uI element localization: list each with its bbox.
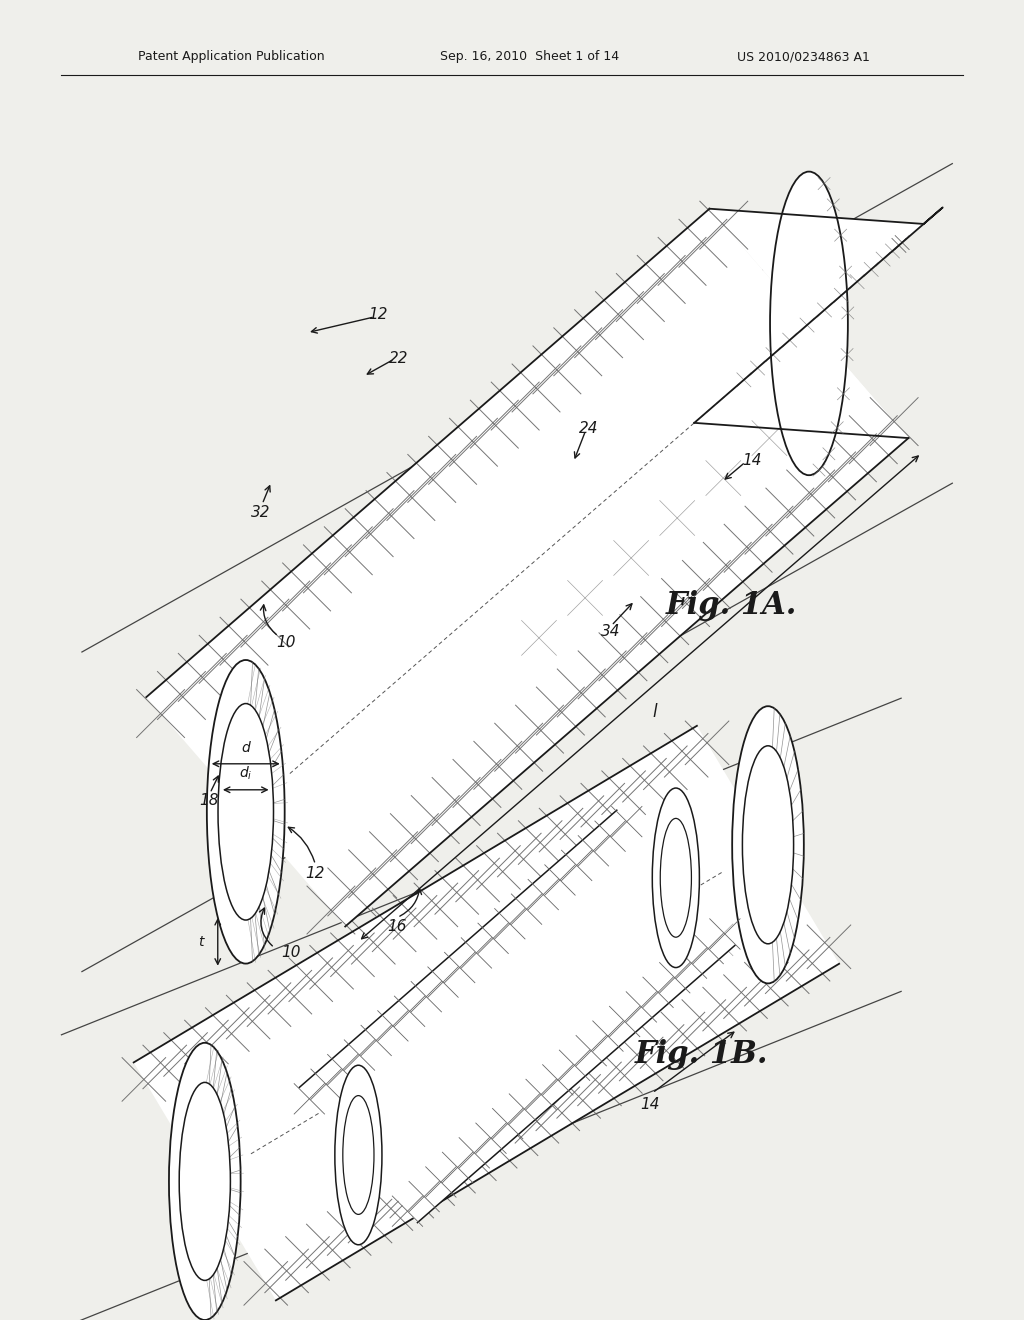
- Text: t: t: [198, 935, 204, 949]
- Polygon shape: [694, 207, 943, 438]
- Ellipse shape: [343, 1096, 374, 1214]
- Text: 14: 14: [742, 453, 762, 467]
- Text: Fig. 1A.: Fig. 1A.: [666, 590, 797, 620]
- Text: 12: 12: [305, 866, 325, 880]
- Ellipse shape: [335, 1065, 382, 1245]
- Ellipse shape: [169, 1043, 241, 1320]
- Ellipse shape: [652, 788, 699, 968]
- Text: 32: 32: [251, 506, 270, 520]
- Ellipse shape: [732, 706, 804, 983]
- Polygon shape: [146, 209, 908, 927]
- Text: 24: 24: [579, 421, 598, 436]
- Ellipse shape: [742, 746, 794, 944]
- Text: 18: 18: [200, 793, 219, 808]
- Text: $d_i$: $d_i$: [239, 766, 253, 783]
- Text: Fig. 1B.: Fig. 1B.: [635, 1039, 768, 1069]
- Polygon shape: [134, 726, 839, 1300]
- Ellipse shape: [207, 660, 285, 964]
- Text: $l$: $l$: [651, 704, 658, 722]
- Text: US 2010/0234863 A1: US 2010/0234863 A1: [737, 50, 870, 63]
- Text: Patent Application Publication: Patent Application Publication: [138, 50, 325, 63]
- Ellipse shape: [179, 1082, 230, 1280]
- Text: 10: 10: [282, 945, 301, 960]
- Text: 16: 16: [387, 919, 407, 933]
- Text: 14: 14: [640, 1097, 659, 1111]
- Text: 34: 34: [601, 624, 621, 639]
- Text: 12: 12: [369, 308, 388, 322]
- Ellipse shape: [770, 172, 848, 475]
- Ellipse shape: [218, 704, 273, 920]
- Text: 10: 10: [276, 635, 296, 649]
- Text: 22: 22: [389, 351, 409, 366]
- Text: d: d: [242, 741, 250, 755]
- Polygon shape: [299, 810, 735, 1222]
- Ellipse shape: [660, 818, 691, 937]
- Text: Sep. 16, 2010  Sheet 1 of 14: Sep. 16, 2010 Sheet 1 of 14: [440, 50, 620, 63]
